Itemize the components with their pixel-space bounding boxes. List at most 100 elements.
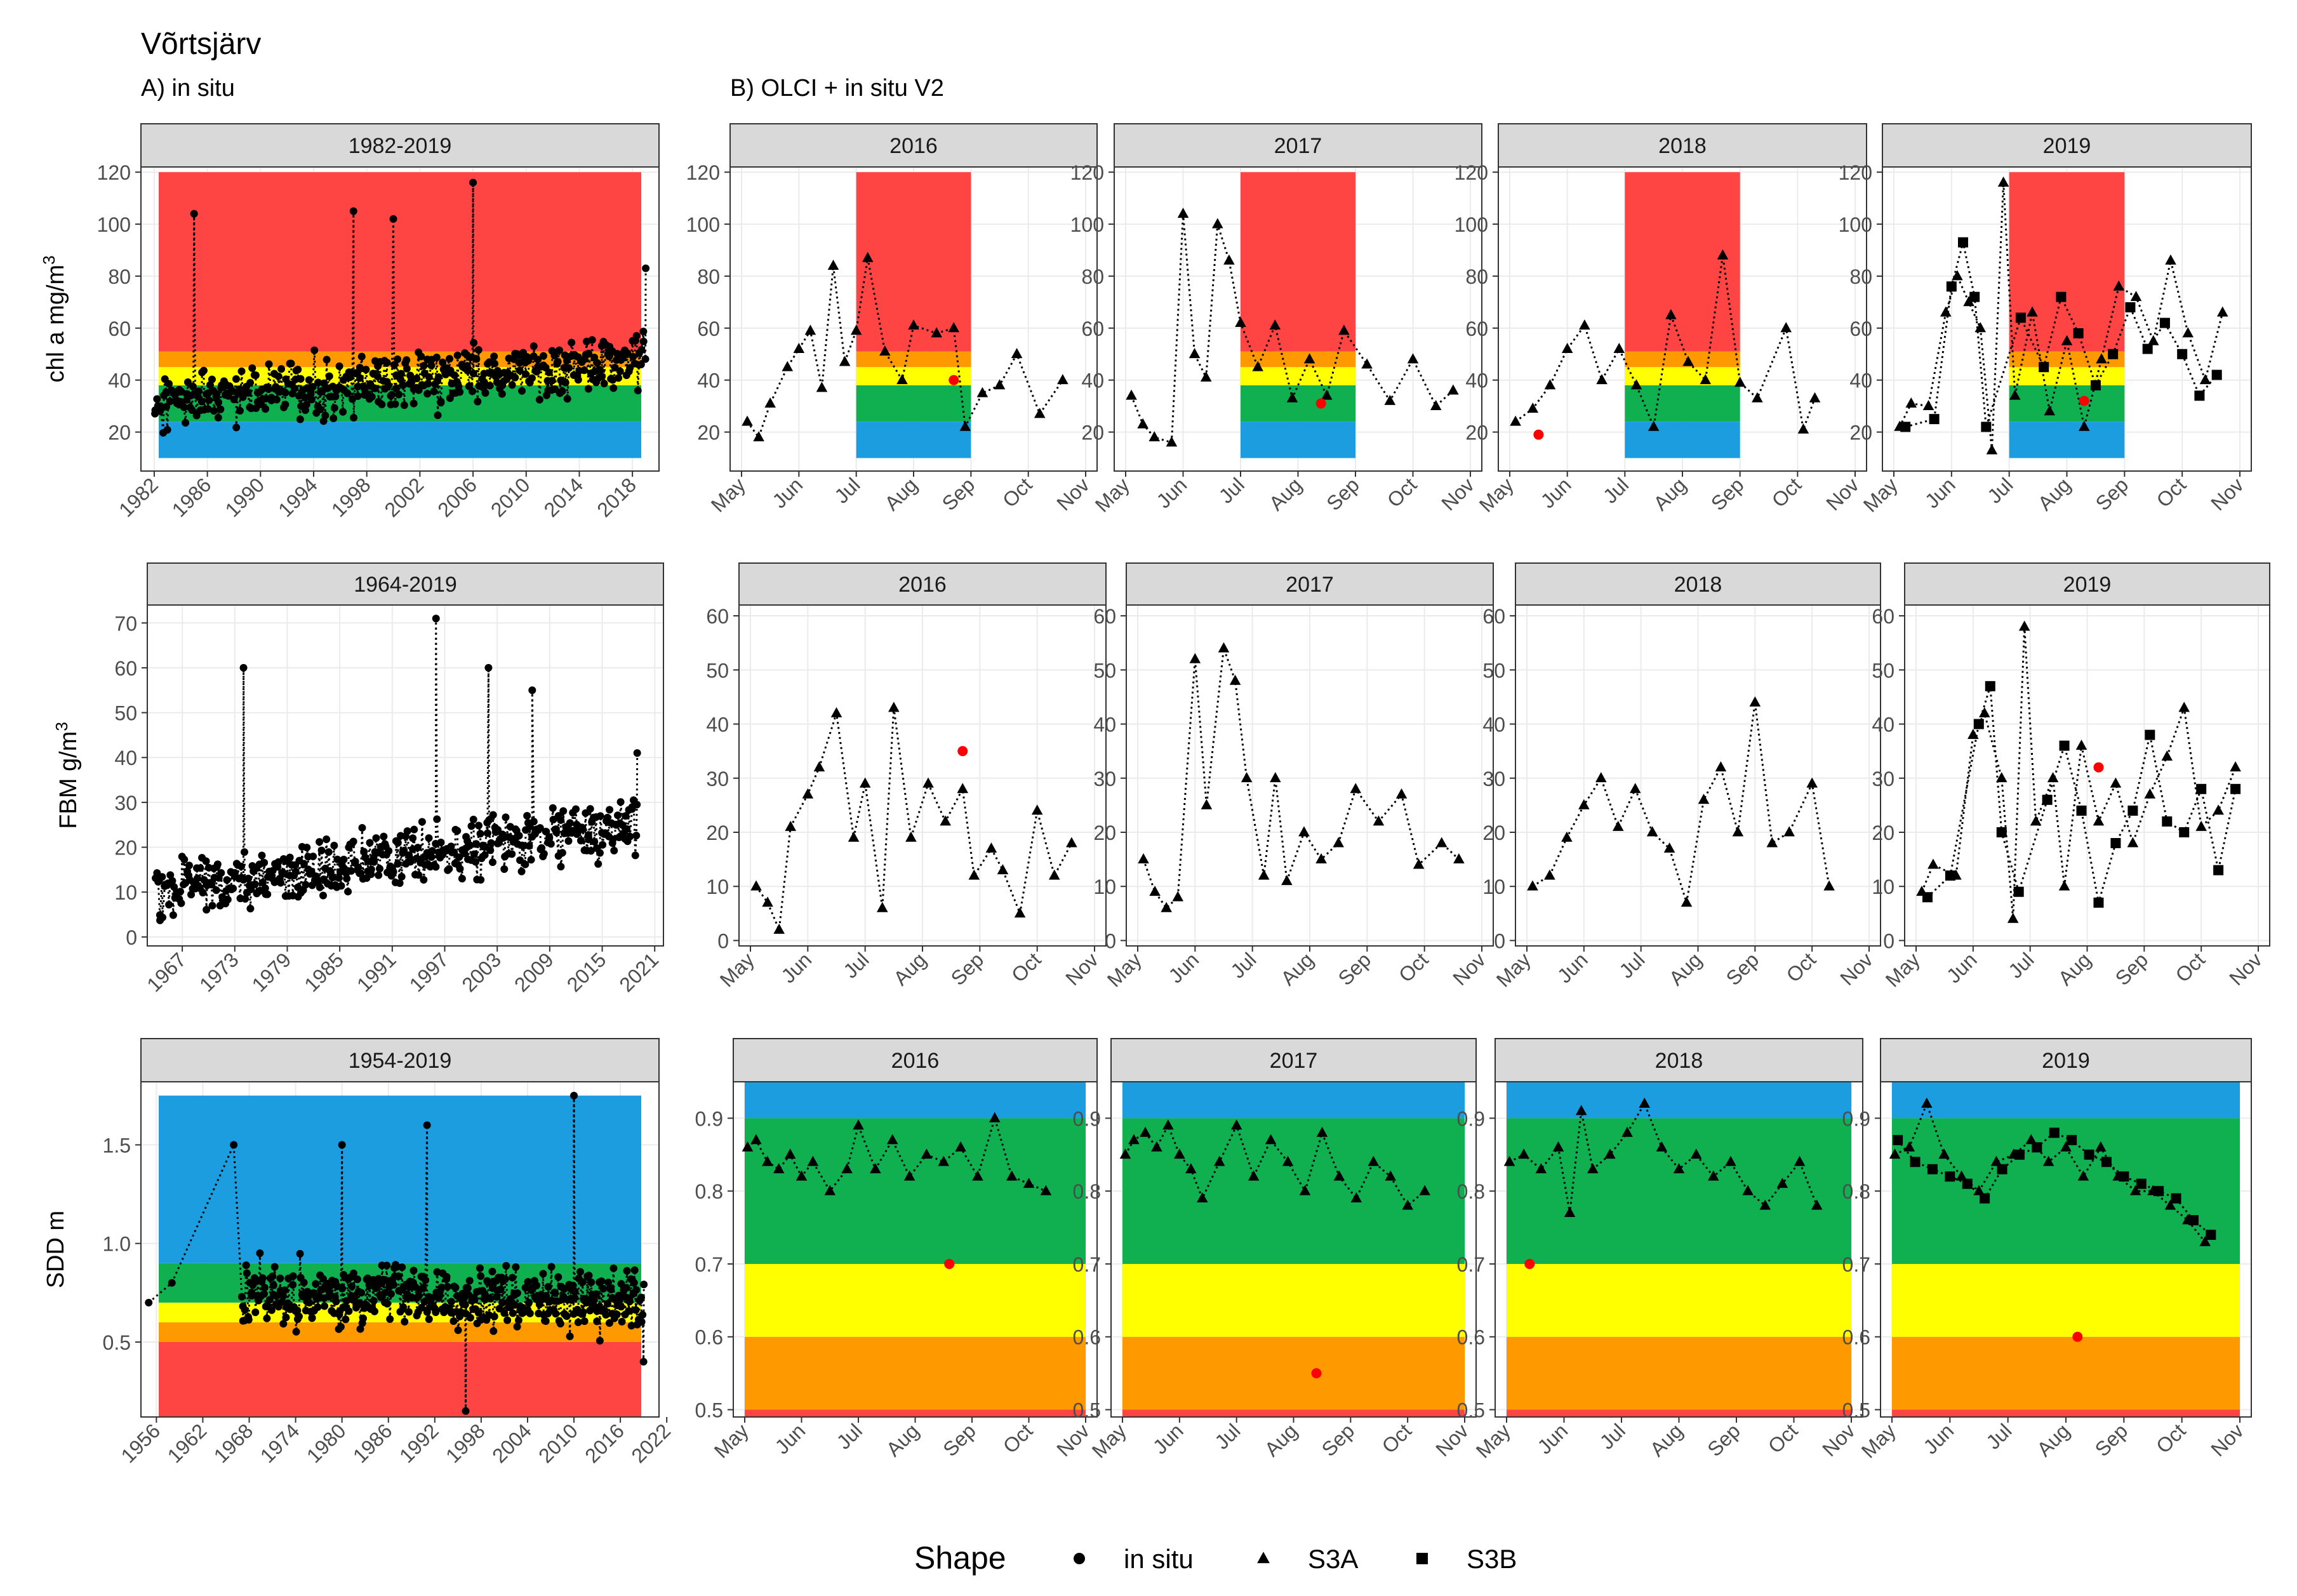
data-point-in-situ	[469, 369, 477, 378]
data-point-S3A	[1316, 1126, 1328, 1137]
data-point-in-situ	[585, 1272, 593, 1280]
data-point-S3B	[2145, 729, 2155, 740]
panel-strip	[1498, 123, 1867, 168]
data-point-in-situ	[506, 1295, 514, 1303]
data-point-S3A	[1034, 408, 1046, 418]
x-tick-label: Oct	[2171, 948, 2209, 987]
data-point-in-situ	[501, 1275, 509, 1283]
x-tick-label: 1985	[300, 948, 348, 996]
data-point-in-situ	[321, 1302, 329, 1310]
data-point-S3B	[2015, 312, 2026, 323]
data-point-S3B	[2059, 740, 2070, 751]
data-point-in-situ	[384, 382, 392, 390]
data-point-S3B	[2032, 1142, 2042, 1153]
data-point-in-situ	[615, 374, 623, 382]
data-point-in-situ	[437, 399, 445, 407]
y-tick-label: 0	[126, 926, 137, 949]
data-point-S3A	[940, 815, 951, 826]
data-point-in-situ	[447, 842, 455, 851]
y-tick-label: 20	[114, 837, 137, 860]
data-point-S3A	[1185, 1163, 1197, 1174]
threshold-band-green	[745, 1118, 1086, 1264]
data-point-in-situ	[458, 874, 466, 882]
data-point-in-situ	[281, 401, 290, 409]
x-tick-label: May	[1091, 473, 1134, 516]
data-point-in-situ	[477, 875, 485, 884]
data-point-in-situ	[949, 375, 959, 385]
data-point-in-situ	[232, 423, 241, 432]
data-point-in-situ	[599, 841, 607, 849]
data-point-in-situ	[623, 825, 631, 833]
data-point-in-situ	[246, 378, 255, 387]
data-point-in-situ	[547, 840, 555, 848]
x-tick-label: May	[1472, 1419, 1515, 1462]
data-point-in-situ	[500, 1309, 509, 1317]
data-point-S3A	[1188, 348, 1201, 359]
data-point-in-situ	[356, 364, 364, 372]
threshold-band-blue	[856, 422, 971, 458]
data-point-in-situ	[269, 1281, 277, 1289]
data-point-S3A	[2127, 837, 2139, 848]
data-point-in-situ	[373, 373, 382, 381]
data-point-in-situ	[265, 360, 273, 368]
x-tick-label: Aug	[1649, 473, 1691, 515]
data-point-in-situ	[205, 396, 213, 404]
x-tick-label: Jul	[1595, 1419, 1630, 1453]
data-point-in-situ	[447, 1298, 455, 1306]
panel-strip	[1515, 562, 1881, 606]
data-point-in-situ	[331, 392, 340, 401]
data-point-S3A	[1561, 342, 1573, 353]
data-point-S3A	[1385, 1170, 1397, 1181]
data-point-S3A	[1776, 1178, 1788, 1188]
data-point-in-situ	[389, 215, 397, 223]
data-point-in-situ	[512, 1263, 520, 1271]
y-tick-label: 0	[1883, 929, 1894, 952]
data-point-in-situ	[618, 1317, 626, 1326]
data-point-S3A	[1006, 1170, 1018, 1181]
data-point-in-situ	[428, 847, 436, 855]
data-point-in-situ	[394, 1272, 403, 1280]
x-tick-label: Jun	[771, 1419, 810, 1458]
data-point-in-situ	[640, 1280, 648, 1289]
data-point-in-situ	[208, 881, 216, 889]
data-point-S3A	[1955, 1170, 1967, 1181]
data-point-in-situ	[309, 383, 317, 391]
y-tick-label: 30	[1482, 768, 1505, 790]
data-point-in-situ	[263, 890, 272, 898]
data-point-in-situ	[957, 746, 968, 757]
data-point-S3A	[2058, 880, 2070, 891]
panel-strip	[1495, 1038, 1863, 1082]
data-point-S3A	[2078, 420, 2090, 431]
data-point-in-situ	[168, 1279, 176, 1287]
data-point-in-situ	[420, 1298, 429, 1306]
data-point-S3A	[1595, 772, 1607, 783]
data-point-in-situ	[639, 337, 648, 345]
y-tick-label: 0.6	[695, 1326, 723, 1349]
y-tick-label: 0.9	[1073, 1107, 1101, 1130]
data-point-in-situ	[449, 1317, 458, 1325]
data-point-in-situ	[606, 806, 614, 814]
data-point-in-situ	[588, 336, 596, 344]
data-point-S3B	[1981, 422, 1992, 432]
data-point-in-situ	[508, 381, 516, 389]
data-point-S3A	[959, 420, 971, 431]
data-point-S3A	[1395, 788, 1408, 799]
y-tick-label: 40	[114, 747, 137, 769]
data-point-in-situ	[391, 400, 399, 408]
data-point-S3A	[1997, 176, 2009, 187]
data-point-S3A	[1373, 815, 1385, 826]
data-point-in-situ	[243, 1269, 251, 1277]
data-point-S3A	[908, 319, 919, 330]
y-tick-label: 10	[1093, 875, 1116, 898]
data-point-S3B	[1980, 1193, 1990, 1204]
data-point-in-situ	[237, 862, 245, 870]
data-point-in-situ	[524, 1278, 532, 1286]
data-point-in-situ	[557, 863, 565, 871]
y-tick-label: 0.6	[1842, 1326, 1870, 1349]
data-point-in-situ	[169, 911, 177, 919]
data-point-in-situ	[264, 385, 272, 393]
data-point-in-situ	[555, 346, 563, 354]
data-point-S3A	[1809, 392, 1821, 402]
data-point-in-situ	[409, 1267, 418, 1275]
data-point-in-situ	[302, 401, 310, 409]
